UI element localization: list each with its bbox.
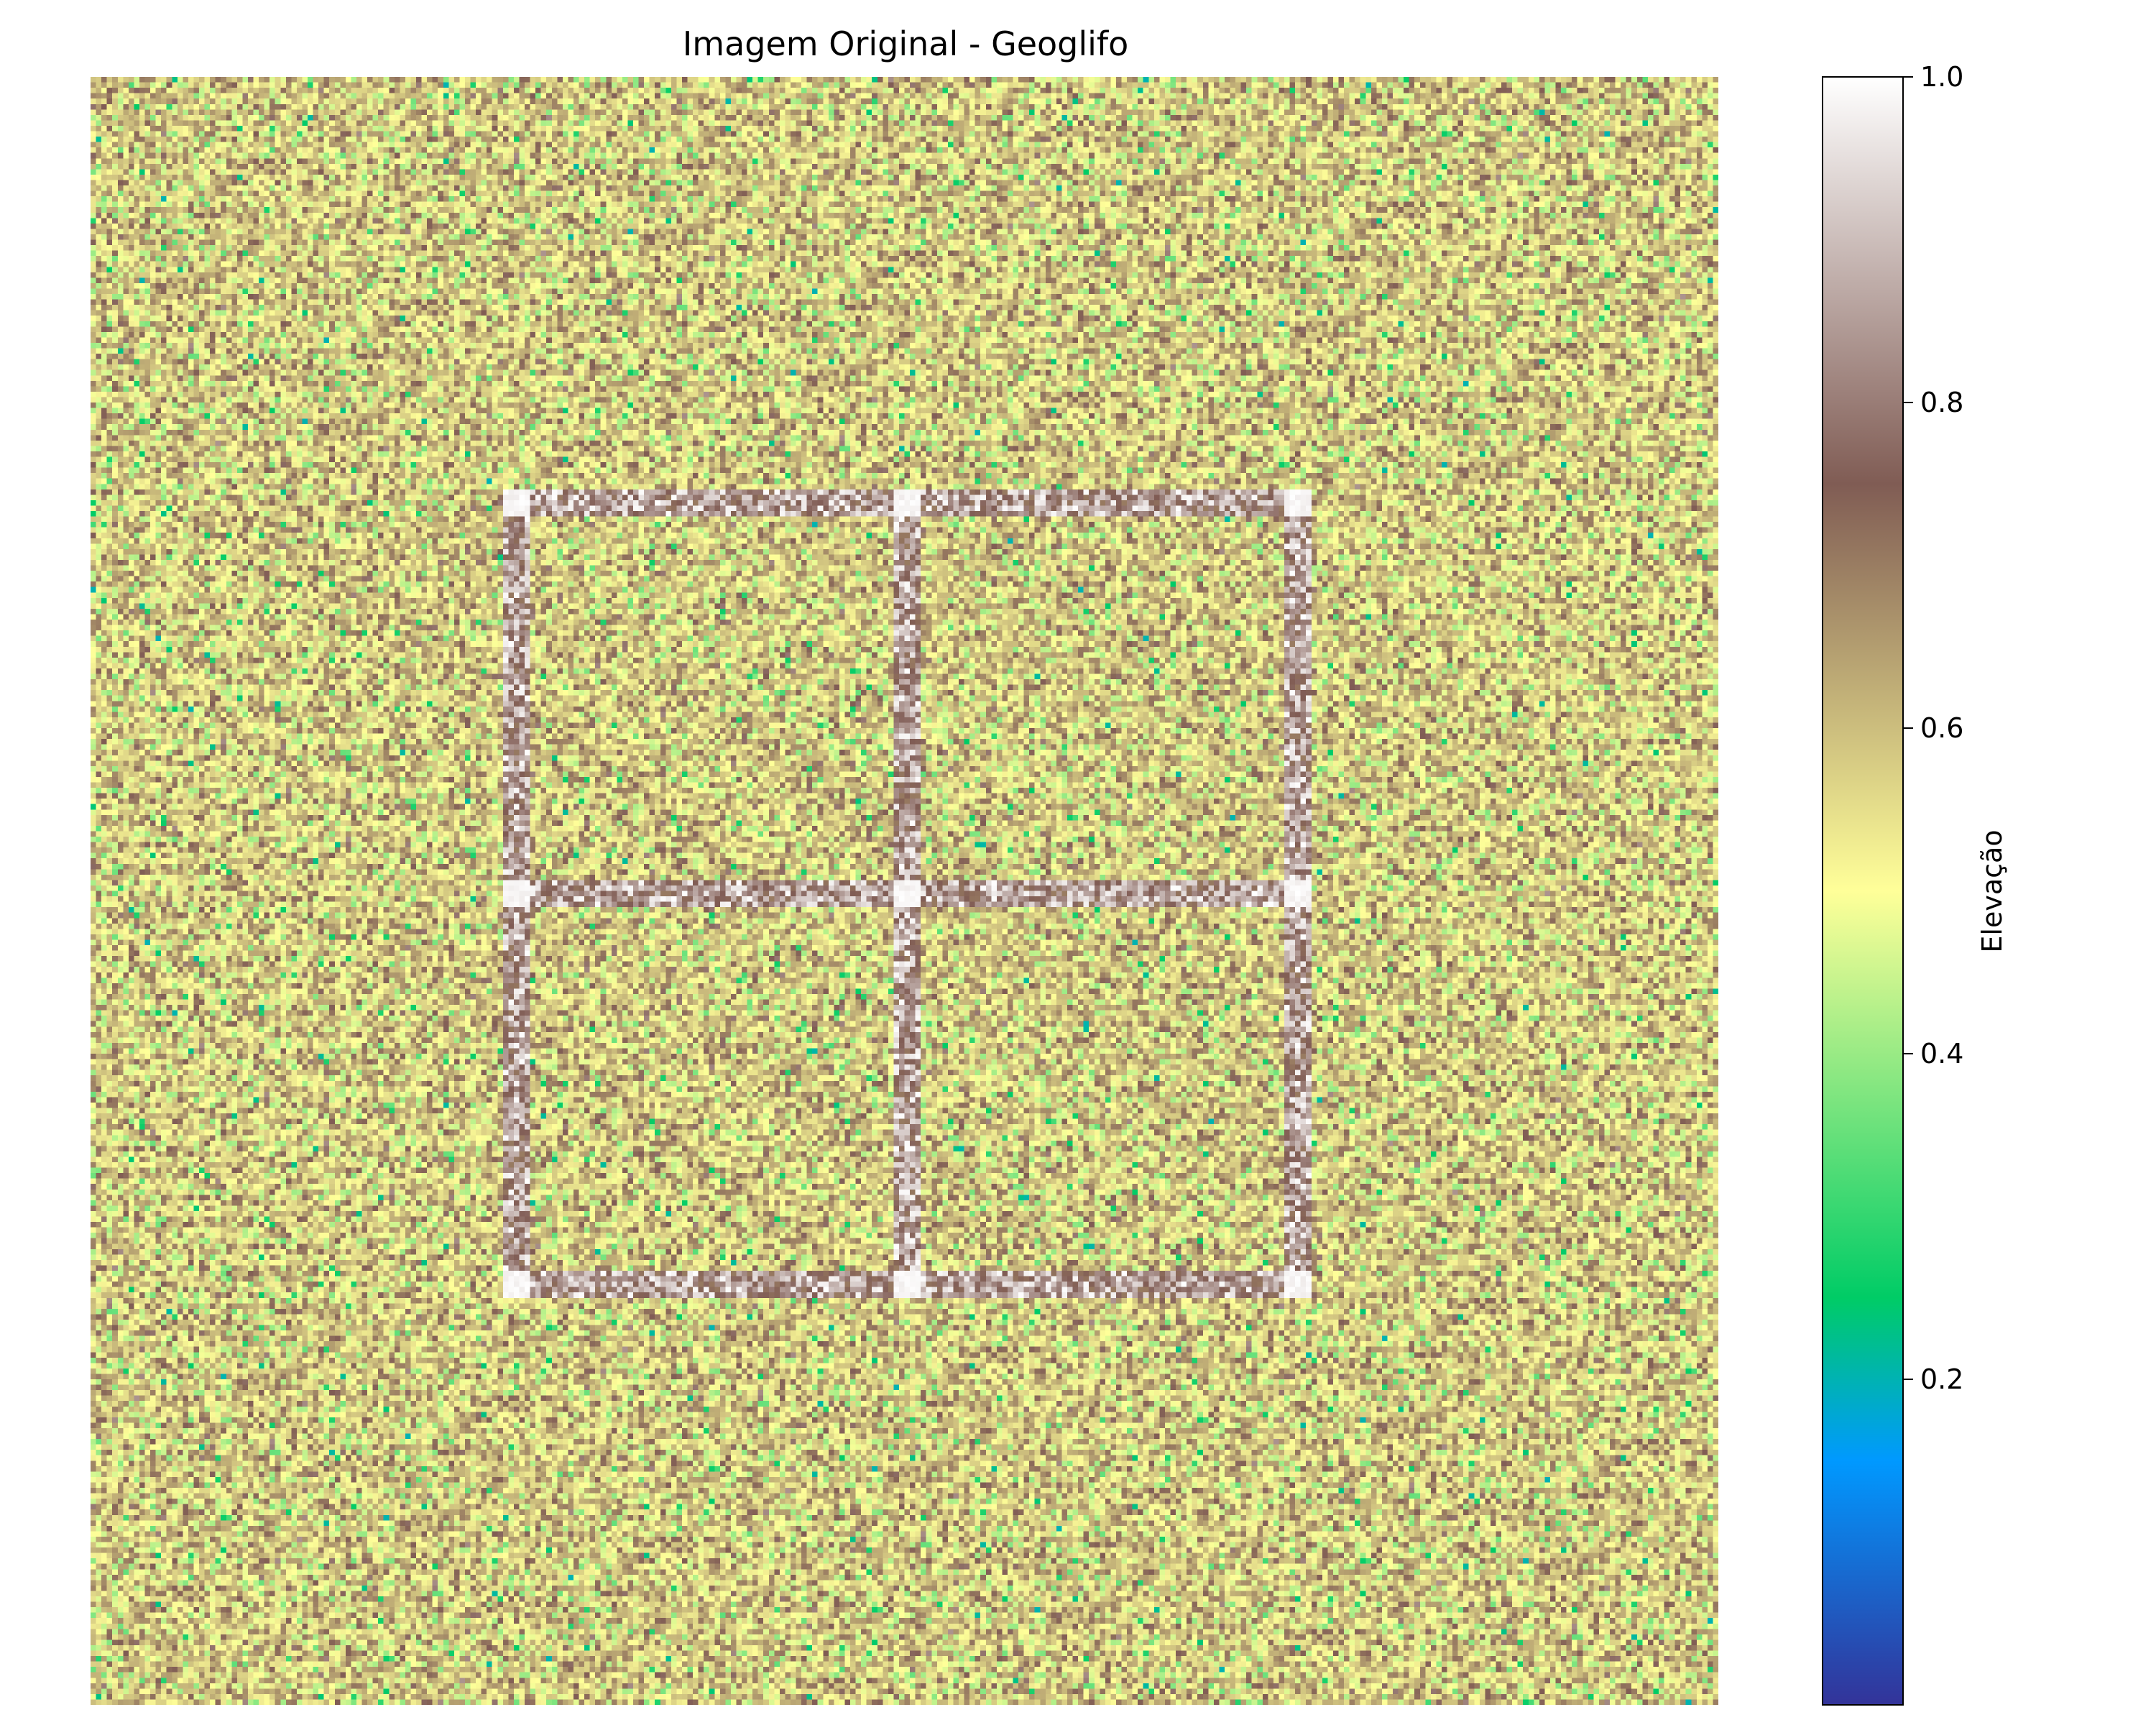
- colorbar-tick-label: 0.4: [1920, 1038, 1963, 1070]
- colorbar: 0.2 0.4 0.6 0.8 1.0 Elevação: [1822, 61, 2008, 1706]
- colorbar-tick-label: 0.8: [1920, 387, 1963, 418]
- colorbar-gradient: [1822, 76, 1904, 1706]
- geoglyph-image: [91, 77, 1718, 1705]
- colorbar-label: Elevação: [1976, 829, 2008, 952]
- chart-title: Imagem Original - Geoglifo: [683, 24, 1129, 63]
- heatmap-canvas: [91, 77, 1718, 1705]
- colorbar-ticks: 0.2 0.4 0.6 0.8 1.0: [1903, 61, 1963, 1395]
- colorbar-tick-label: 0.6: [1920, 712, 1963, 744]
- colorbar-tick-label: 1.0: [1920, 61, 1963, 93]
- colorbar-tick-label: 0.2: [1920, 1363, 1963, 1395]
